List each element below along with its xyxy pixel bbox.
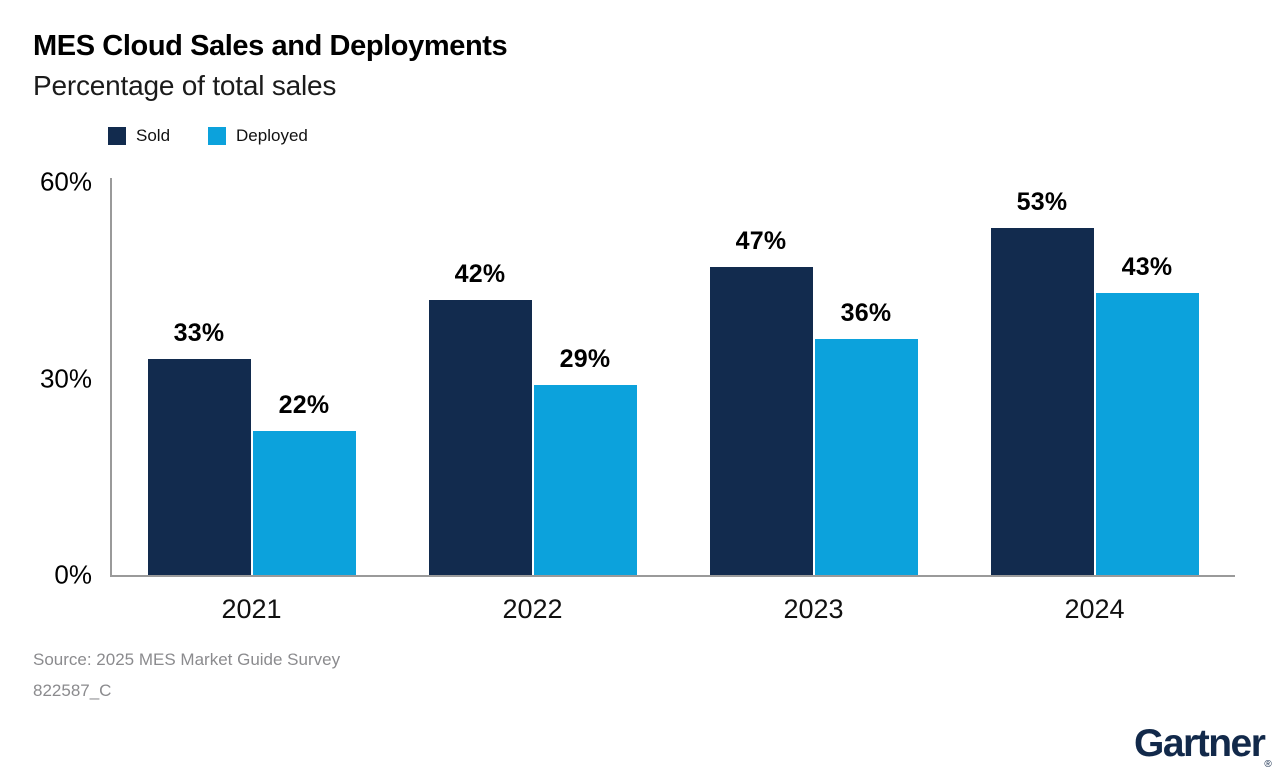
deployed-swatch-icon [208, 127, 227, 145]
bar-deployed-2024 [1095, 293, 1199, 575]
y-tick-label: 30% [39, 363, 92, 393]
legend-label-sold: Sold [136, 126, 171, 145]
x-tick-label: 2023 [783, 594, 844, 624]
bar-value-label: 47% [735, 227, 787, 255]
chart-legend: Sold Deployed [108, 126, 308, 146]
registered-mark-icon: ® [1264, 759, 1272, 770]
bar-sold-2022 [428, 300, 532, 575]
y-tick-label: 0% [54, 559, 92, 590]
page-title: MES Cloud Sales and Deployments [33, 30, 508, 62]
sold-swatch-icon [108, 127, 126, 145]
y-axis-line [110, 178, 112, 577]
bar-value-label: 22% [278, 391, 330, 419]
x-axis-line [110, 575, 1235, 577]
x-tick-label: 2021 [221, 594, 282, 624]
bar-value-label: 43% [1121, 253, 1173, 281]
legend-item-deployed: Deployed [208, 126, 308, 146]
legend-label-deployed: Deployed [236, 126, 308, 145]
source-note: Source: 2025 MES Market Guide Survey [33, 650, 341, 669]
page-subtitle: Percentage of total sales [33, 70, 337, 101]
gartner-wordmark: Gartner [1134, 722, 1266, 765]
bar-value-label: 33% [173, 319, 225, 347]
legend-item-sold: Sold [108, 126, 170, 146]
bar-sold-2023 [709, 267, 813, 575]
x-tick-label: 2024 [1064, 594, 1125, 624]
gartner-logo: Gartner® [1134, 722, 1272, 770]
bar-deployed-2022 [533, 385, 637, 575]
bar-value-label: 36% [840, 299, 892, 327]
bar-sold-2024 [990, 228, 1094, 575]
bar-deployed-2021 [252, 431, 356, 575]
bar-value-label: 29% [559, 345, 611, 373]
x-tick-label: 2022 [502, 594, 563, 624]
bar-deployed-2023 [814, 339, 918, 575]
y-tick-label: 60% [39, 166, 92, 197]
bar-sold-2021 [147, 359, 251, 575]
bar-value-label: 42% [454, 260, 506, 288]
bar-value-label: 53% [1016, 188, 1068, 216]
document-id: 822587_C [33, 681, 112, 700]
